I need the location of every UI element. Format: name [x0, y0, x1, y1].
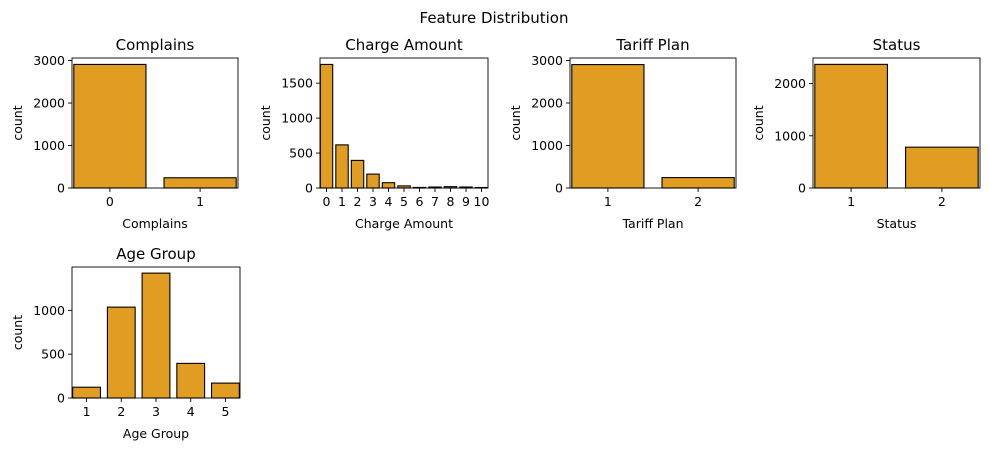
x-tick-label: 2	[354, 194, 362, 209]
subplot-age-group: 1 2 3 4 5 0 500 1000 Age Group Age Group count	[10, 245, 241, 441]
x-axis-label: Status	[877, 216, 917, 231]
x-tick-label: 2	[117, 404, 125, 419]
x-tick-label: 0	[106, 194, 114, 209]
bar-tariff-plan-1	[571, 64, 645, 189]
y-axis-label: count	[751, 105, 766, 140]
subplot-title: Charge Amount	[345, 36, 463, 54]
x-tick-label: 4	[385, 194, 393, 209]
y-tick-label: 0	[57, 181, 65, 196]
y-tick-label: 3000	[531, 53, 563, 68]
bar-age-group-1	[72, 386, 102, 399]
y-tick-label: 3000	[33, 53, 65, 68]
bar-age-group-3	[141, 272, 171, 399]
x-tick-label: 3	[369, 194, 377, 209]
subplot-status: 1 2 0 1000 2000 Status Status count	[751, 36, 981, 231]
y-tick-label: 1000	[33, 303, 65, 318]
axes-frame-status	[812, 57, 981, 189]
y-tick-label: 0	[305, 181, 313, 196]
x-tick-label: 5	[400, 194, 408, 209]
x-tick-label: 5	[221, 404, 229, 419]
subplot-title: Tariff Plan	[615, 36, 689, 54]
y-axis-label: count	[258, 105, 273, 140]
x-tick-label: 1	[604, 194, 612, 209]
x-tick-label: 1	[338, 194, 346, 209]
bar-charge-amount-3	[366, 173, 380, 189]
subplot-title: Complains	[116, 36, 195, 54]
y-axis-label: count	[508, 105, 523, 140]
bar-status-1	[814, 63, 888, 189]
x-axis-label: Complains	[122, 216, 188, 231]
x-tick-label: 10	[474, 194, 490, 209]
x-tick-label: 2	[938, 194, 946, 209]
x-tick-label: 6	[416, 194, 424, 209]
y-tick-label: 1000	[531, 138, 563, 153]
x-tick-label: 3	[152, 404, 160, 419]
x-axis-label: Charge Amount	[355, 216, 453, 231]
x-tick-label: 7	[431, 194, 439, 209]
bar-age-group-4	[176, 362, 206, 399]
bar-charge-amount-2	[350, 159, 365, 189]
bar-tariff-plan-2	[661, 177, 735, 189]
x-tick-label: 0	[323, 194, 331, 209]
bar-charge-amount-1	[335, 144, 349, 189]
x-tick-label: 8	[447, 194, 455, 209]
x-tick-label: 1	[196, 194, 204, 209]
bar-complains-0	[73, 63, 147, 189]
y-tick-label: 0	[57, 391, 65, 406]
x-tick-label: 1	[847, 194, 855, 209]
y-tick-label: 1000	[33, 138, 65, 153]
y-tick-label: 500	[41, 347, 65, 362]
y-tick-label: 500	[289, 146, 313, 161]
x-axis-label: Age Group	[123, 426, 189, 441]
y-tick-label: 2000	[531, 96, 563, 111]
y-tick-label: 1000	[281, 111, 313, 126]
y-axis-label: count	[10, 315, 25, 350]
x-axis-label: Tariff Plan	[621, 216, 683, 231]
subplot-title: Age Group	[116, 245, 195, 263]
y-tick-label: 2000	[33, 96, 65, 111]
y-tick-label: 0	[798, 181, 806, 196]
subplot-tariff-plan: 1 2 0 1000 2000 3000 Tariff Plan Tariff Plan cou…	[508, 36, 737, 231]
y-tick-label: 1000	[774, 128, 806, 143]
x-tick-label: 9	[462, 194, 470, 209]
subplot-title: Status	[873, 36, 921, 54]
y-tick-label: 2000	[774, 76, 806, 91]
bar-charge-amount-0	[319, 63, 334, 189]
bar-status-2	[905, 146, 979, 189]
x-tick-label: 4	[187, 404, 195, 419]
bar-age-group-5	[210, 382, 240, 399]
y-tick-label: 0	[555, 181, 563, 196]
bar-complains-1	[163, 177, 237, 189]
axes-frame-tariff-plan	[569, 57, 737, 189]
axes-frame-complains	[71, 57, 239, 189]
bar-age-group-2	[106, 306, 136, 399]
y-tick-label: 1500	[281, 76, 313, 91]
subplot-complains: 0 1 0 1000 2000 3000 Complains Complains count	[10, 36, 239, 231]
x-tick-label: 1	[83, 404, 91, 419]
figure-title: Feature Distribution	[420, 9, 569, 27]
bar-charge-amount-4	[381, 182, 396, 189]
x-tick-label: 2	[694, 194, 702, 209]
y-axis-label: count	[10, 105, 25, 140]
